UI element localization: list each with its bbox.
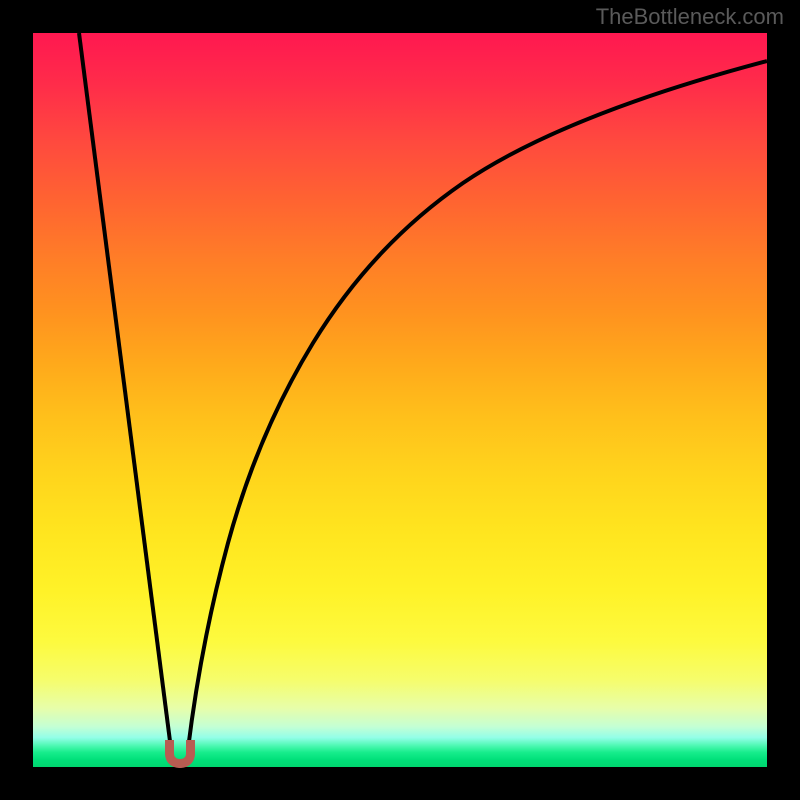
bottleneck-curves — [33, 33, 767, 767]
watermark-text: TheBottleneck.com — [596, 4, 784, 30]
right-curve — [188, 61, 767, 749]
dip-marker — [165, 740, 195, 768]
plot-area — [33, 33, 767, 767]
chart-container: TheBottleneck.com — [0, 0, 800, 800]
left-curve — [79, 33, 171, 749]
